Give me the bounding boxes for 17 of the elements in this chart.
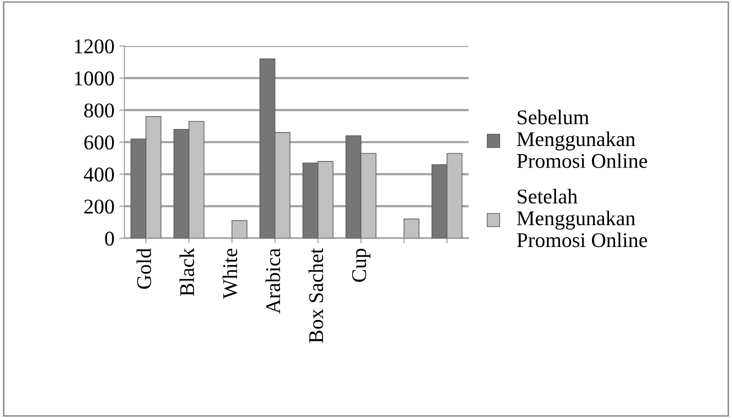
bar (232, 220, 248, 238)
legend-label: Sebelum Menggunakan Promosi Online (516, 110, 648, 168)
y-tick-label: 600 (84, 135, 114, 150)
y-tick-label: 800 (84, 103, 114, 118)
y-tick-label: 200 (84, 200, 114, 214)
x-tick-label: Cup (352, 248, 370, 282)
x-tick-label: Box Sachet (308, 248, 324, 343)
x-tick-label: Gold (136, 248, 152, 289)
y-tick-label: 1200 (74, 39, 114, 54)
x-tick-label: Arabica (266, 248, 280, 314)
x-tick-label: Black (180, 248, 194, 296)
y-tick-label: 0 (105, 232, 114, 246)
bar (404, 218, 420, 238)
legend-label: Setelah Menggunakan Promosi Online (516, 188, 648, 248)
y-tick-label: 400 (84, 168, 114, 182)
y-tick-label: 1000 (74, 71, 114, 86)
x-tick-label: White (222, 248, 238, 299)
